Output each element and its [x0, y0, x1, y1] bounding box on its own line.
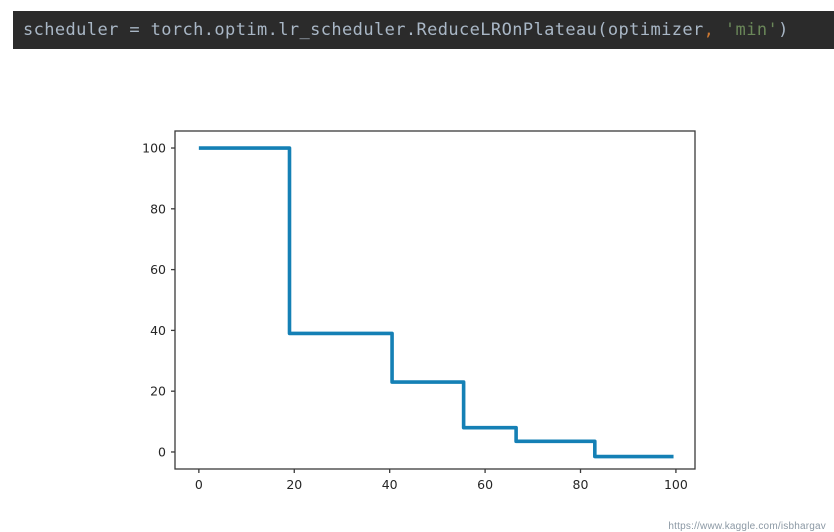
x-tick-label: 0	[195, 477, 203, 492]
code-snippet-text: scheduler = torch.optim.lr_scheduler.Red…	[23, 20, 789, 40]
y-tick-label: 60	[150, 262, 166, 277]
code-token: scheduler = torch.optim.lr_scheduler.Red…	[23, 20, 704, 40]
x-tick-label: 100	[664, 477, 688, 492]
y-tick-label: 0	[158, 444, 166, 459]
x-tick-label: 40	[382, 477, 398, 492]
x-tick-label: 80	[573, 477, 589, 492]
code-token: ,	[703, 20, 715, 40]
step-line	[198, 146, 674, 459]
y-tick-label: 40	[150, 323, 166, 338]
y-tick-label: 100	[142, 141, 166, 156]
x-tick-label: 60	[477, 477, 493, 492]
x-tick-label: 20	[286, 477, 302, 492]
code-token: )	[778, 20, 789, 40]
y-tick-label: 20	[150, 384, 166, 399]
y-tick-label: 80	[150, 201, 166, 216]
code-snippet-bar: scheduler = torch.optim.lr_scheduler.Red…	[13, 11, 834, 49]
plot-border	[174, 130, 696, 470]
code-token: 'min'	[724, 20, 779, 40]
